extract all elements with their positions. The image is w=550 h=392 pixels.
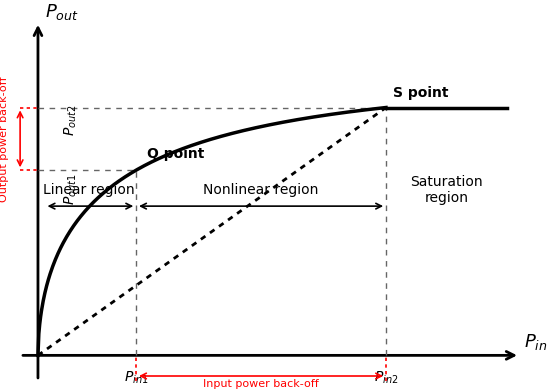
Text: Linear region: Linear region	[43, 183, 135, 197]
Text: $P_{out2}$: $P_{out2}$	[63, 104, 79, 136]
Text: $P_{out}$: $P_{out}$	[45, 2, 79, 22]
Text: Saturation
region: Saturation region	[410, 175, 482, 205]
Text: $P_{out1}$: $P_{out1}$	[63, 173, 79, 205]
Text: $P_{in2}$: $P_{in2}$	[374, 370, 398, 386]
Text: Nonlinear region: Nonlinear region	[204, 183, 319, 197]
Text: $P_{in1}$: $P_{in1}$	[124, 370, 148, 386]
Text: $P_{in}$: $P_{in}$	[524, 332, 548, 352]
Text: Q point: Q point	[147, 147, 205, 161]
Text: S point: S point	[393, 85, 448, 100]
Text: Output power back-off: Output power back-off	[0, 76, 9, 201]
Text: Input power back-off: Input power back-off	[203, 379, 319, 389]
